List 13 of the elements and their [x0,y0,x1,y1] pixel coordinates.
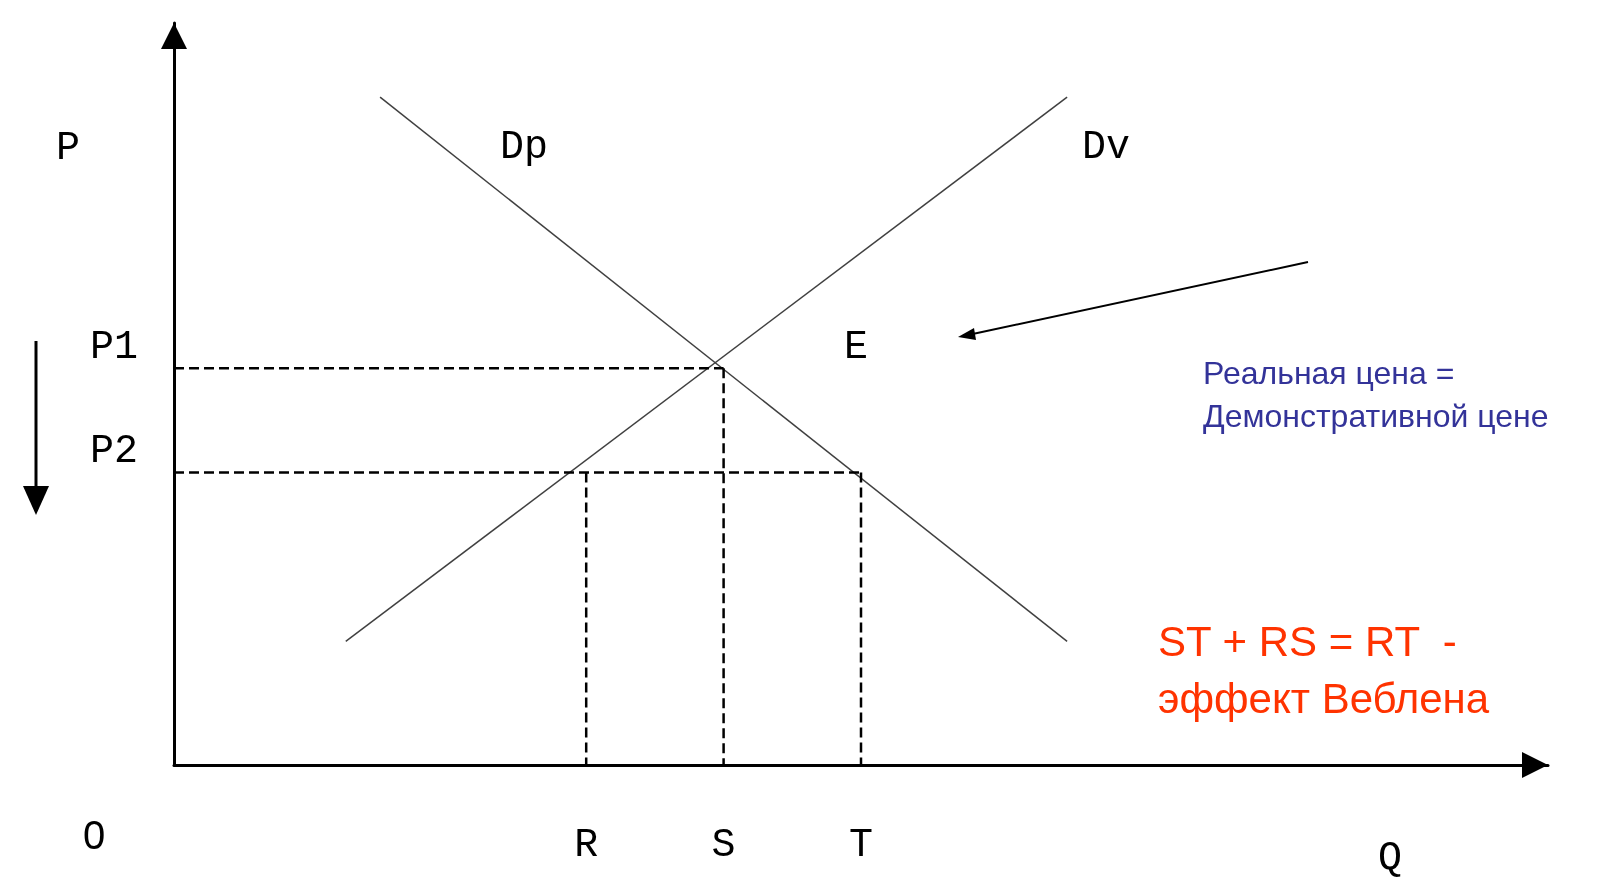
annotation: E [844,324,869,370]
annotation: ST + RS = RT - эффект Веблена [1158,617,1490,722]
series-label: Dp [500,124,549,170]
text: 0 [83,813,106,857]
x-tick-label: S [711,822,736,868]
x-tick-label: T [848,822,874,868]
x-axis-title: Q [1378,835,1403,881]
y-axis-title: P [56,125,81,171]
annotation: Реальная цена = Демонстративной цене [1203,354,1549,434]
x-tick-label: R [574,822,599,868]
series-label: Dv [1082,124,1131,170]
text: P1 [90,324,139,370]
text: P2 [90,428,139,474]
